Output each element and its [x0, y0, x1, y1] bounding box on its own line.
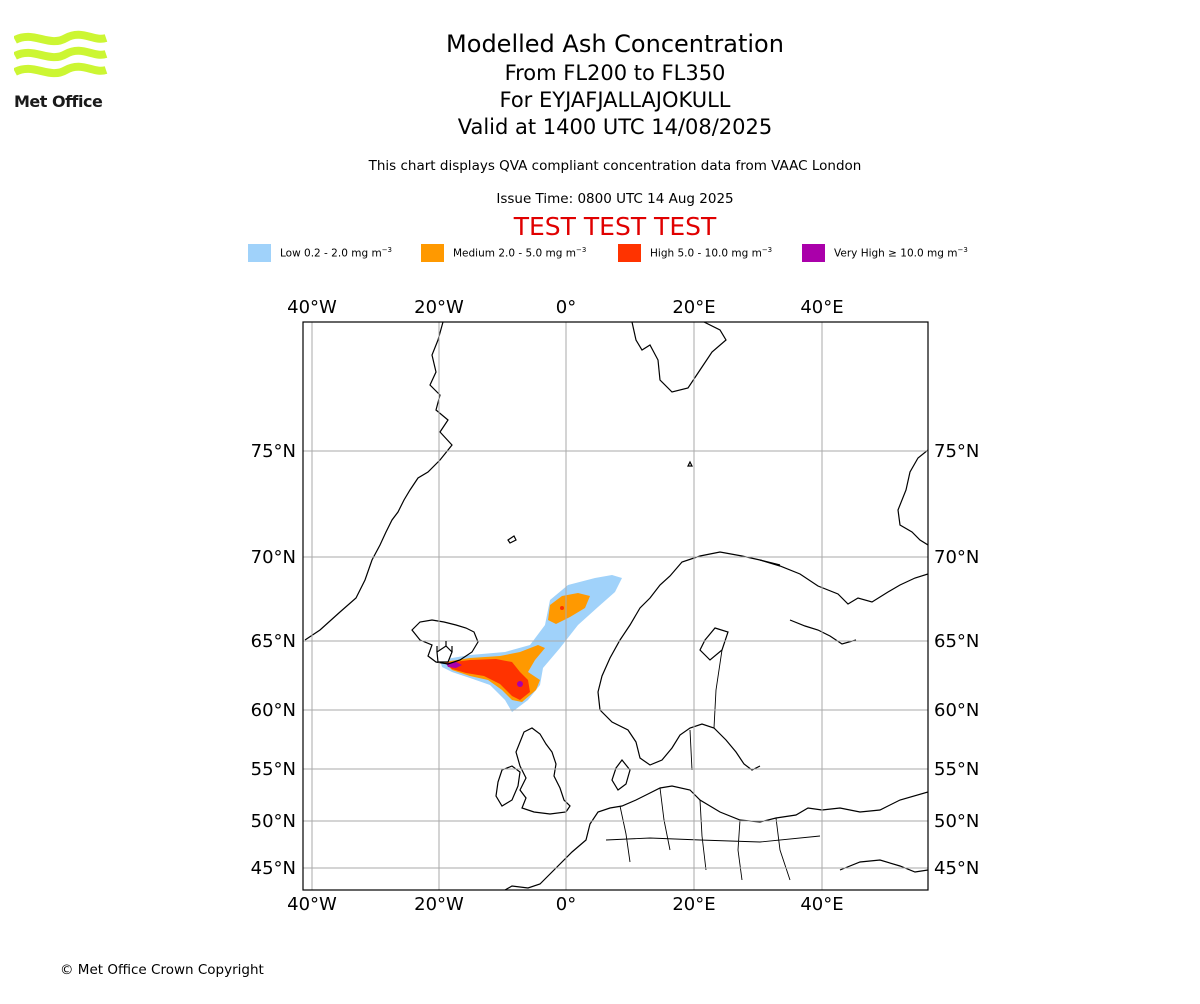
legend-label-very-high: Very High ≥ 10.0 mg m — [834, 247, 958, 260]
legend-item-low: Low 0.2 - 2.0 mg m−3 — [248, 244, 392, 262]
iceland-coast — [411, 619, 479, 665]
ash-high-region — [446, 659, 530, 700]
graticule — [303, 322, 928, 890]
legend-swatch-low — [248, 244, 271, 262]
ash-medium-region-north — [548, 593, 590, 624]
lon-tick-label: 20°E — [672, 894, 715, 915]
legend-item-very-high: Very High ≥ 10.0 mg m−3 — [802, 244, 968, 262]
lon-tick-label: 20°W — [414, 894, 464, 915]
ash-high-spot — [560, 606, 564, 610]
lat-tick-label: 65°N — [934, 631, 979, 652]
chart-title: Modelled Ash Concentration — [446, 30, 784, 58]
ash-very-high-spot — [517, 681, 523, 687]
unit-exponent: −3 — [957, 246, 968, 255]
map-frame-bg — [303, 322, 928, 890]
lat-tick-label: 55°N — [251, 759, 296, 780]
coastlines — [304, 322, 928, 890]
lat-tick-label: 65°N — [251, 631, 296, 652]
greenland-coast — [304, 322, 453, 641]
lat-tick-label: 45°N — [934, 858, 979, 879]
europe-coast — [504, 785, 928, 890]
legend-item-high: High 5.0 - 10.0 mg m−3 — [618, 244, 772, 262]
chart-subtitle: This chart displays QVA compliant concen… — [368, 158, 862, 174]
lon-tick-label: 40°E — [800, 894, 843, 915]
legend-swatch-high — [618, 244, 641, 262]
met-office-logo: Met Office — [13, 30, 109, 112]
lon-tick-label: 20°E — [672, 297, 715, 318]
uk-coast — [515, 727, 571, 815]
axis-labels: 40°W 40°W 20°W 20°W 0° 0° 20°E 20°E 40°E 40°E 75°N… — [251, 297, 980, 915]
lat-tick-label: 60°N — [251, 700, 296, 721]
ash-plume — [440, 575, 622, 712]
chart-title-block: Modelled Ash Concentration From FL200 to… — [0, 28, 1200, 141]
lon-tick-label: 40°W — [287, 894, 337, 915]
test-banner: TEST TEST TEST — [513, 212, 717, 241]
unit-exponent: −3 — [381, 246, 393, 255]
unit-exponent: −3 — [761, 246, 773, 255]
legend-swatch-medium — [421, 244, 444, 262]
novaya-zemlya — [897, 449, 928, 546]
lat-tick-label: 70°N — [251, 547, 296, 568]
lat-tick-label: 45°N — [251, 858, 296, 879]
lat-tick-label: 60°N — [934, 700, 979, 721]
volcano-name: For EYJAFJALLAJOKULL — [499, 88, 731, 112]
svalbard-coast — [631, 322, 727, 467]
copyright: © Met Office Crown Copyright — [60, 962, 264, 978]
lat-tick-label: 50°N — [934, 811, 979, 832]
legend-label-medium: Medium 2.0 - 5.0 mg m — [453, 247, 576, 260]
volcano-marker-icon — [436, 641, 453, 663]
lon-tick-label: 0° — [556, 297, 576, 318]
country-borders — [605, 649, 821, 881]
lat-tick-label: 75°N — [934, 441, 979, 462]
ireland-coast — [495, 765, 521, 807]
kola-coast — [759, 559, 928, 645]
issue-time: Issue Time: 0800 UTC 14 Aug 2025 — [496, 191, 734, 207]
met-office-wave-icon — [13, 30, 108, 78]
lon-tick-label: 0° — [556, 894, 576, 915]
flight-level-range: From FL200 to FL350 — [504, 61, 726, 85]
black-sea-coast — [839, 859, 928, 873]
lat-tick-label: 70°N — [934, 547, 979, 568]
map-frame — [302, 321, 929, 891]
legend: Low 0.2 - 2.0 mg m−3 Medium 2.0 - 5.0 mg… — [0, 244, 1200, 264]
lat-tick-label: 55°N — [934, 759, 979, 780]
lon-tick-label: 20°W — [414, 297, 464, 318]
legend-swatch-very-high — [802, 244, 825, 262]
unit-exponent: −3 — [575, 246, 587, 255]
legend-label-high: High 5.0 - 10.0 mg m — [650, 247, 762, 260]
legend-label-low: Low 0.2 - 2.0 mg m — [280, 247, 382, 260]
lat-tick-label: 75°N — [251, 441, 296, 462]
lat-tick-label: 50°N — [251, 811, 296, 832]
jan-mayen — [507, 535, 517, 544]
valid-time: Valid at 1400 UTC 14/08/2025 — [457, 115, 773, 139]
legend-item-medium: Medium 2.0 - 5.0 mg m−3 — [421, 244, 586, 262]
lon-tick-label: 40°W — [287, 297, 337, 318]
logo-text: Met Office — [14, 92, 103, 111]
denmark-coast — [611, 759, 631, 791]
lon-tick-label: 40°E — [800, 297, 843, 318]
